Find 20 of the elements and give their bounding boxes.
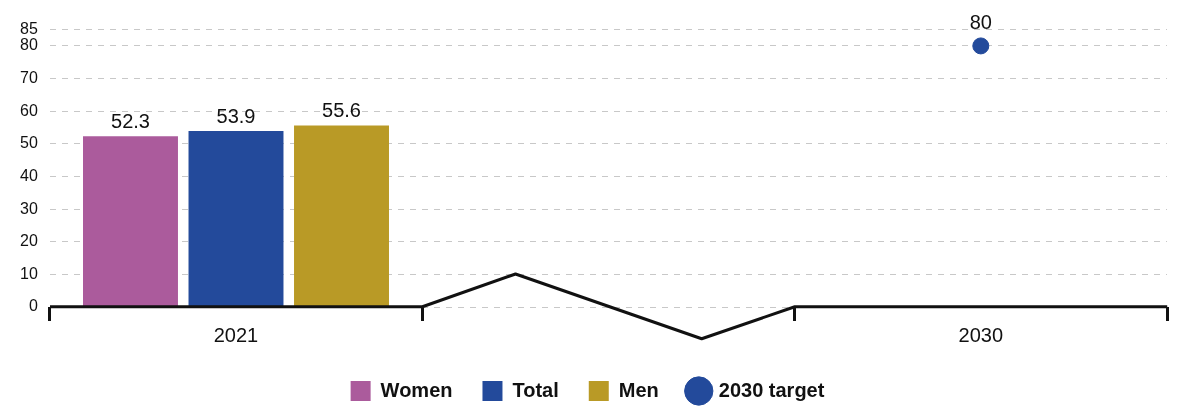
legend-label: Total bbox=[512, 378, 559, 401]
data-label: 52.3 bbox=[111, 109, 150, 132]
y-tick-label: 10 bbox=[20, 264, 38, 282]
x-tick-label: 2030 bbox=[958, 323, 1004, 346]
y-tick-label: 0 bbox=[28, 297, 38, 315]
y-tick-label: 40 bbox=[20, 166, 38, 184]
y-tick-label: 80 bbox=[20, 36, 38, 54]
y-tick-label: 30 bbox=[20, 199, 38, 217]
legend-label: Women bbox=[380, 378, 453, 401]
data-label: 55.6 bbox=[322, 99, 361, 122]
y-tick-label: 85 bbox=[20, 20, 38, 38]
data-label: 53.9 bbox=[216, 104, 256, 127]
legend-label: 2030 target bbox=[718, 378, 825, 401]
y-tick-label: 60 bbox=[20, 101, 38, 119]
data-label: 80 bbox=[969, 11, 992, 34]
x-tick-label: 2021 bbox=[213, 323, 259, 346]
y-tick-label: 70 bbox=[20, 68, 38, 86]
y-tick-label: 50 bbox=[20, 134, 38, 152]
y-tick-label: 20 bbox=[20, 232, 38, 250]
legend-label: Men bbox=[618, 378, 659, 401]
